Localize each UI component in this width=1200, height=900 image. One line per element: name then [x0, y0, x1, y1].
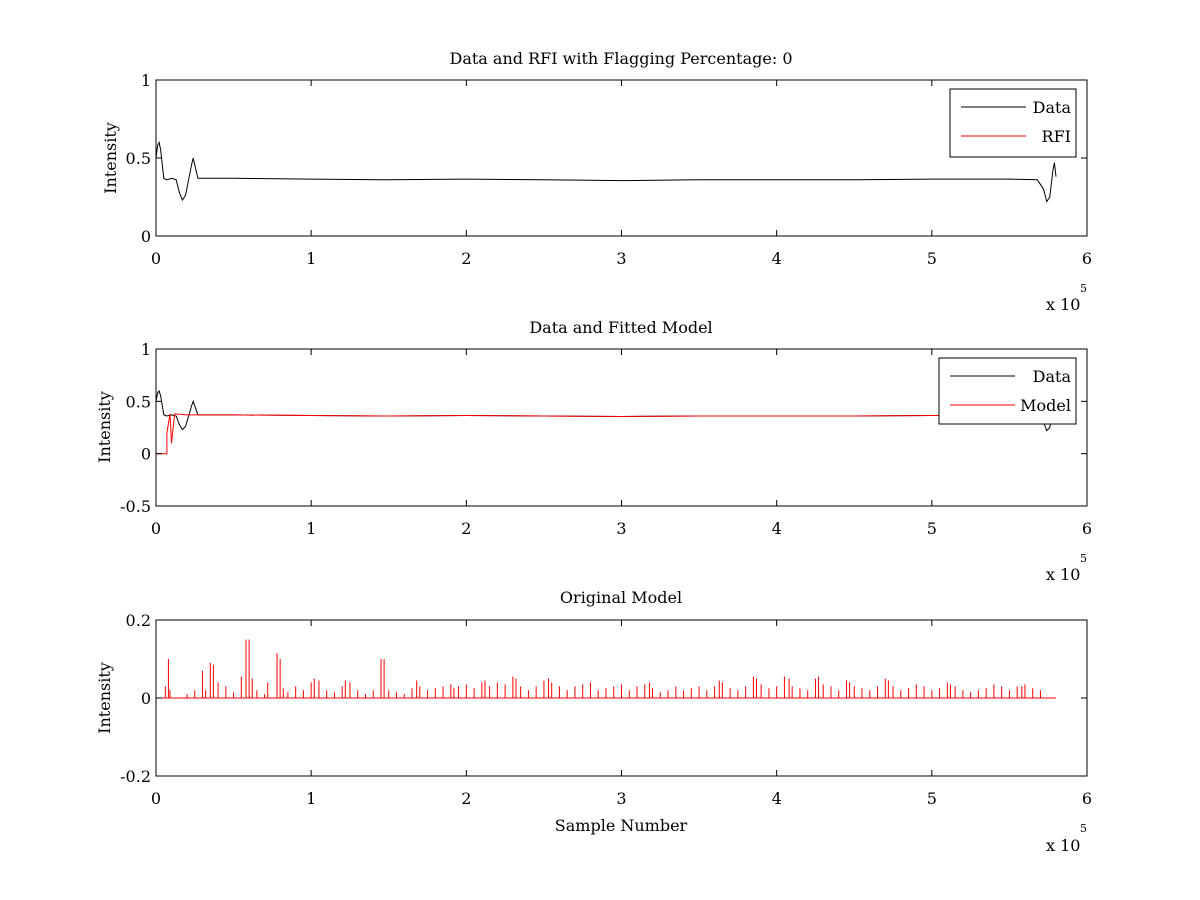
y-tick-label: 0.2: [126, 611, 151, 630]
x-tick-label: 0: [151, 789, 161, 808]
legend-label-data: Data: [1033, 367, 1072, 386]
x-tick-label: 4: [772, 519, 782, 538]
x-tick-label: 0: [151, 249, 161, 268]
panel-title: Data and Fitted Model: [529, 318, 712, 337]
legend-label-rfi: RFI: [1042, 127, 1071, 146]
axes-box: [155, 79, 1088, 237]
x-tick-label: 6: [1082, 789, 1092, 808]
x-tick-label: 3: [616, 789, 626, 808]
y-tick-label: -0.2: [120, 767, 151, 786]
x-tick-label: 1: [306, 519, 316, 538]
y-tick-label: 0: [141, 445, 151, 464]
y-axis-label: Intensity: [95, 662, 114, 734]
y-tick-label: 0.5: [126, 149, 151, 168]
x-tick-label: 2: [461, 249, 471, 268]
x-tick-label: 6: [1082, 249, 1092, 268]
y-tick-label: 0: [141, 227, 151, 246]
axes-box: [155, 348, 1088, 507]
plot-area: 0 1 2 3 4 5 6 0 0.5 1 Data RFI: [126, 71, 1093, 268]
x-tick-label: 6: [1082, 519, 1092, 538]
x-tick-label: 4: [772, 789, 782, 808]
x-tick-label: 5: [927, 789, 937, 808]
series-line-data: [155, 140, 1057, 203]
x-tick-label: 2: [461, 789, 471, 808]
x-tick-label: 1: [306, 789, 316, 808]
x-exponent-label: x 10: [1046, 565, 1080, 584]
x-exponent-power: 5: [1080, 552, 1087, 565]
x-exponent-base: x 10: [1046, 565, 1080, 584]
legend-box: [949, 88, 1077, 158]
legend-box: [938, 357, 1077, 425]
x-tick-label: 0: [151, 519, 161, 538]
panel-data-model: Data and Fitted Model Intensity 0 1 2 3 4 5 6 -…: [95, 318, 1092, 584]
x-exponent-power: 5: [1080, 822, 1087, 835]
x-exponent-base: x 10: [1046, 295, 1080, 314]
x-exponent-label: x 10: [1046, 295, 1080, 314]
panel-original-model: Original Model Intensity Sample Number 0…: [95, 588, 1092, 855]
panel-title: Original Model: [560, 588, 682, 607]
x-exponent-label: x 10: [1046, 836, 1080, 855]
legend: Data Model: [938, 357, 1077, 425]
x-axis-label: Sample Number: [555, 816, 688, 835]
x-tick-label: 3: [616, 519, 626, 538]
x-tick-label: 2: [461, 519, 471, 538]
panel-data-rfi: Data and RFI with Flagging Percentage: 0…: [101, 49, 1092, 314]
x-exponent-power: 5: [1080, 282, 1087, 295]
legend: Data RFI: [949, 88, 1077, 158]
y-tick-label: -0.5: [120, 497, 151, 516]
plot-area: 0 1 2 3 4 5 6-0.200.2: [120, 611, 1092, 808]
series-line-model: [156, 413, 1057, 455]
x-tick-label: 5: [927, 519, 937, 538]
y-tick-label: 0.5: [126, 392, 151, 411]
x-exponent-base: x 10: [1046, 836, 1080, 855]
x-tick-label: 4: [772, 249, 782, 268]
panel-title: Data and RFI with Flagging Percentage: 0: [449, 49, 792, 68]
x-tick-label: 1: [306, 249, 316, 268]
y-tick-label: 0: [141, 689, 151, 708]
y-axis-label: Intensity: [101, 122, 120, 194]
x-tick-label: 3: [616, 249, 626, 268]
x-tick-label: 5: [927, 249, 937, 268]
y-tick-label: 1: [141, 71, 151, 90]
legend-label-model: Model: [1020, 396, 1071, 415]
legend-label-data: Data: [1033, 98, 1072, 117]
y-tick-label: 1: [141, 340, 151, 359]
y-axis-label: Intensity: [95, 391, 114, 463]
